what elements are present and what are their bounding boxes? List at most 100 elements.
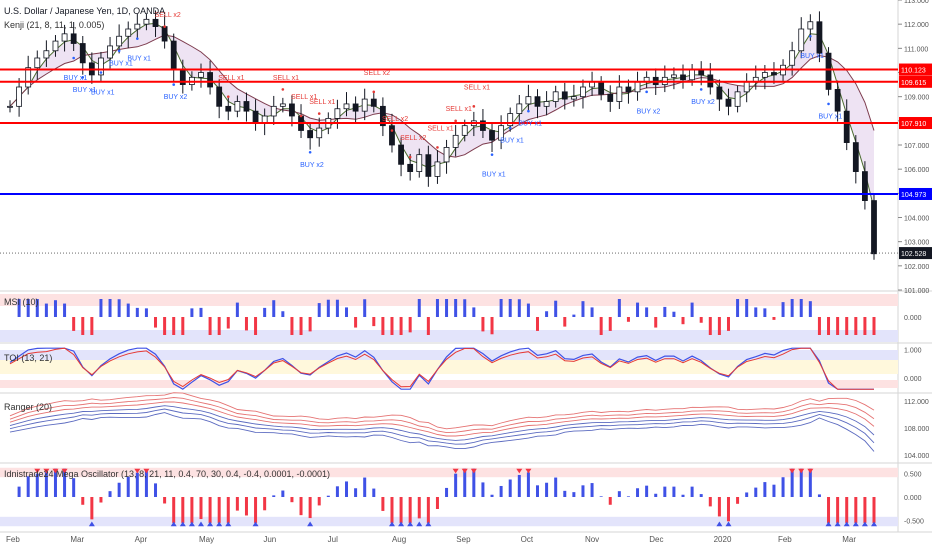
candle-body [607, 93, 614, 102]
osc-bar [490, 494, 494, 497]
candle-body [443, 147, 450, 163]
msi-bar [736, 299, 740, 317]
msi-bar [299, 317, 303, 335]
candle-body [798, 28, 805, 52]
msi-bar [208, 317, 212, 335]
msi-bar [199, 307, 203, 317]
osc-bar [99, 497, 103, 503]
osc-bar [108, 491, 112, 497]
osc-bar [599, 496, 603, 497]
x-tick-label: May [199, 535, 214, 544]
osc-bar [263, 497, 267, 511]
osc-sell-triangle [61, 468, 68, 474]
osc-bar [836, 497, 840, 523]
osc-bar [554, 477, 558, 497]
osc-buy-triangle [197, 521, 204, 527]
osc-bar [426, 497, 430, 523]
candle-body [789, 50, 796, 66]
msi-bar [526, 303, 530, 317]
ranger-band-line [9, 412, 875, 452]
ranger-title[interactable]: Ranger (20) [4, 402, 53, 412]
candle-body [289, 103, 295, 117]
osc-bar [254, 497, 258, 523]
osc-bar [726, 497, 730, 522]
symbol-title[interactable]: U.S. Dollar / Japanese Yen, 1D, OANDA [4, 6, 166, 16]
osc-bar [163, 497, 167, 504]
osc-bar [117, 482, 121, 497]
candle-body [434, 161, 441, 177]
level-label: 102.528 [901, 251, 926, 258]
osc-sell-triangle [52, 468, 59, 474]
candle-body [70, 33, 77, 44]
candle-body [107, 45, 113, 59]
msi-bar [590, 307, 594, 317]
candle-body [252, 110, 259, 124]
ranger-band-line [9, 401, 875, 437]
msi-title[interactable]: MSI (10) [4, 297, 39, 307]
osc-bar [590, 483, 594, 497]
osc-bar [281, 490, 285, 497]
osc-bar [872, 497, 876, 523]
osc-bar [381, 497, 385, 511]
msi-tick-label: 0.000 [904, 315, 922, 322]
osc-sell-triangle [798, 468, 805, 474]
msi-bar [390, 317, 394, 335]
candle-body [743, 81, 750, 93]
msi-bar [417, 299, 421, 317]
msi-bar [672, 311, 676, 317]
candle-body [807, 21, 814, 30]
oscillator-title[interactable]: Idnistrade24 Mega Oscillator (13, 8, 21,… [4, 469, 331, 479]
osc-sell-triangle [525, 468, 532, 474]
msi-bar [608, 317, 612, 331]
msi-bar [617, 299, 621, 317]
osc-sell-triangle [461, 468, 468, 474]
candle-body [680, 74, 686, 81]
msi-bar [699, 317, 703, 323]
candle-body [689, 69, 696, 81]
signal-dot [436, 146, 439, 149]
candle-body [452, 134, 459, 148]
indicator-title[interactable]: Kenji (21, 8, 11, 1, 0.005) [4, 20, 105, 30]
candle-body [343, 103, 350, 110]
osc-buy-triangle [216, 521, 223, 527]
osc-buy-triangle [861, 521, 868, 527]
msi-bar [263, 307, 267, 317]
signal-label: SELL x2 [400, 135, 426, 142]
msi-bar [754, 307, 758, 317]
osc-bar [745, 492, 749, 497]
osc-bar [445, 487, 449, 497]
candle-body [316, 127, 323, 139]
signal-dot [136, 37, 139, 40]
msi-bar [554, 300, 558, 317]
msi-bar [645, 307, 649, 317]
candle-body [771, 72, 777, 76]
osc-bar [272, 495, 276, 497]
signal-dot [372, 90, 376, 94]
osc-bar [608, 497, 612, 505]
msi-bar [281, 311, 285, 317]
osc-bar [736, 497, 740, 504]
osc-bar [563, 490, 567, 497]
signal-label: BUY x1 [819, 113, 843, 120]
msi-bar [335, 299, 339, 317]
toi-title[interactable]: TOI (13, 21) [4, 353, 53, 363]
osc-bar [772, 484, 776, 497]
msi-bar [108, 299, 112, 317]
osc-bar [472, 468, 476, 497]
candle-body [398, 144, 404, 165]
osc-buy-triangle [179, 521, 186, 527]
osc-bar [190, 497, 194, 523]
kenji-slow-line [9, 34, 875, 158]
candle-body [79, 43, 86, 64]
osc-bar [517, 474, 521, 497]
ranger-tick-label: 104.000 [904, 453, 929, 460]
x-tick-label: Mar [842, 535, 856, 544]
signal-label: BUY x1 [800, 53, 824, 60]
toi-tick-label: 0.000 [904, 376, 922, 383]
candle-body [834, 89, 841, 112]
msi-bar [481, 317, 485, 332]
osc-bar [81, 497, 85, 505]
x-tick-label: Feb [778, 535, 792, 544]
osc-bar [17, 486, 21, 497]
